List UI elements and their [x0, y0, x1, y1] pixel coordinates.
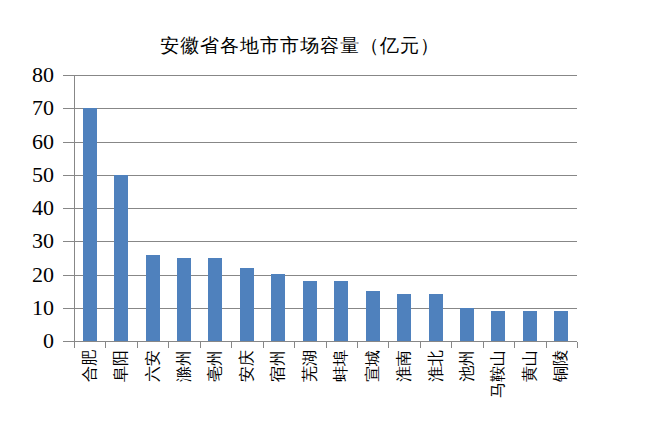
- y-axis-label-20: 20: [2, 263, 54, 287]
- x-axis-label-宿州: 宿州: [268, 350, 288, 429]
- bar-六安: [146, 255, 160, 341]
- bar-黄山: [523, 311, 537, 341]
- x-tick-2: [137, 342, 138, 348]
- x-tick-14: [514, 342, 515, 348]
- y-tick-50: [63, 175, 74, 176]
- y-tick-40: [63, 208, 74, 209]
- bar-宿州: [271, 274, 285, 341]
- gridline-70: [74, 108, 577, 109]
- y-axis-label-70: 70: [2, 96, 54, 120]
- x-axis-label-滁州: 滁州: [174, 350, 194, 429]
- x-axis-label-亳州: 亳州: [205, 350, 225, 429]
- y-axis-label-10: 10: [2, 296, 54, 320]
- bar-宣城: [366, 291, 380, 341]
- x-tick-10: [388, 342, 389, 348]
- y-tick-30: [63, 241, 74, 242]
- x-tick-6: [263, 342, 264, 348]
- y-axis-label-50: 50: [2, 163, 54, 187]
- x-tick-13: [483, 342, 484, 348]
- y-tick-80: [63, 75, 74, 76]
- x-tick-0: [74, 342, 75, 348]
- y-axis-label-80: 80: [2, 63, 54, 87]
- bar-池州: [460, 308, 474, 341]
- x-tick-8: [326, 342, 327, 348]
- bar-马鞍山: [491, 311, 505, 341]
- y-axis-line: [74, 75, 75, 342]
- x-tick-3: [168, 342, 169, 348]
- x-tick-9: [357, 342, 358, 348]
- x-axis-label-淮北: 淮北: [426, 350, 446, 429]
- bar-安庆: [240, 268, 254, 341]
- y-tick-70: [63, 108, 74, 109]
- gridline-30: [74, 241, 577, 242]
- x-axis-label-安庆: 安庆: [237, 350, 257, 429]
- bar-蚌埠: [334, 281, 348, 341]
- x-axis-label-池州: 池州: [457, 350, 477, 429]
- x-tick-5: [231, 342, 232, 348]
- gridline-60: [74, 142, 577, 143]
- x-tick-4: [200, 342, 201, 348]
- bar-滁州: [177, 258, 191, 341]
- x-tick-15: [546, 342, 547, 348]
- x-tick-7: [294, 342, 295, 348]
- y-tick-10: [63, 308, 74, 309]
- x-axis-label-淮南: 淮南: [394, 350, 414, 429]
- x-axis-line: [63, 341, 577, 342]
- y-axis-label-60: 60: [2, 130, 54, 154]
- bar-淮南: [397, 294, 411, 341]
- chart-canvas: 安徽省各地市市场容量（亿元） 01020304050607080合肥阜阳六安滁州…: [0, 0, 646, 429]
- y-tick-20: [63, 275, 74, 276]
- bar-亳州: [208, 258, 222, 341]
- x-axis-label-六安: 六安: [143, 350, 163, 429]
- plot-area: 0 10 20 30 40 50 60 70 80 合肥阜阳六安滁州亳州安庆宿州芜湖蚌埠宣城淮南淮…: [0, 0, 646, 429]
- bar-芜湖: [303, 281, 317, 341]
- y-axis-label-30: 30: [2, 229, 54, 253]
- x-axis-label-黄山: 黄山: [520, 350, 540, 429]
- y-tick-60: [63, 142, 74, 143]
- x-axis-label-芜湖: 芜湖: [300, 350, 320, 429]
- gridline-40: [74, 208, 577, 209]
- bar-合肥: [83, 108, 97, 341]
- bar-铜陵: [554, 311, 568, 341]
- x-tick-12: [451, 342, 452, 348]
- x-tick-16: [577, 342, 578, 348]
- x-tick-11: [420, 342, 421, 348]
- x-axis-label-铜陵: 铜陵: [551, 350, 571, 429]
- y-axis-label-0: 0: [2, 329, 54, 353]
- x-axis-label-合肥: 合肥: [80, 350, 100, 429]
- x-axis-label-宣城: 宣城: [363, 350, 383, 429]
- x-axis-label-马鞍山: 马鞍山: [488, 350, 508, 429]
- bar-阜阳: [114, 175, 128, 341]
- y-axis-label-40: 40: [2, 196, 54, 220]
- gridline-50: [74, 175, 577, 176]
- gridline-80: [74, 75, 577, 76]
- x-axis-label-阜阳: 阜阳: [111, 350, 131, 429]
- x-tick-1: [105, 342, 106, 348]
- x-axis-label-蚌埠: 蚌埠: [331, 350, 351, 429]
- bar-淮北: [429, 294, 443, 341]
